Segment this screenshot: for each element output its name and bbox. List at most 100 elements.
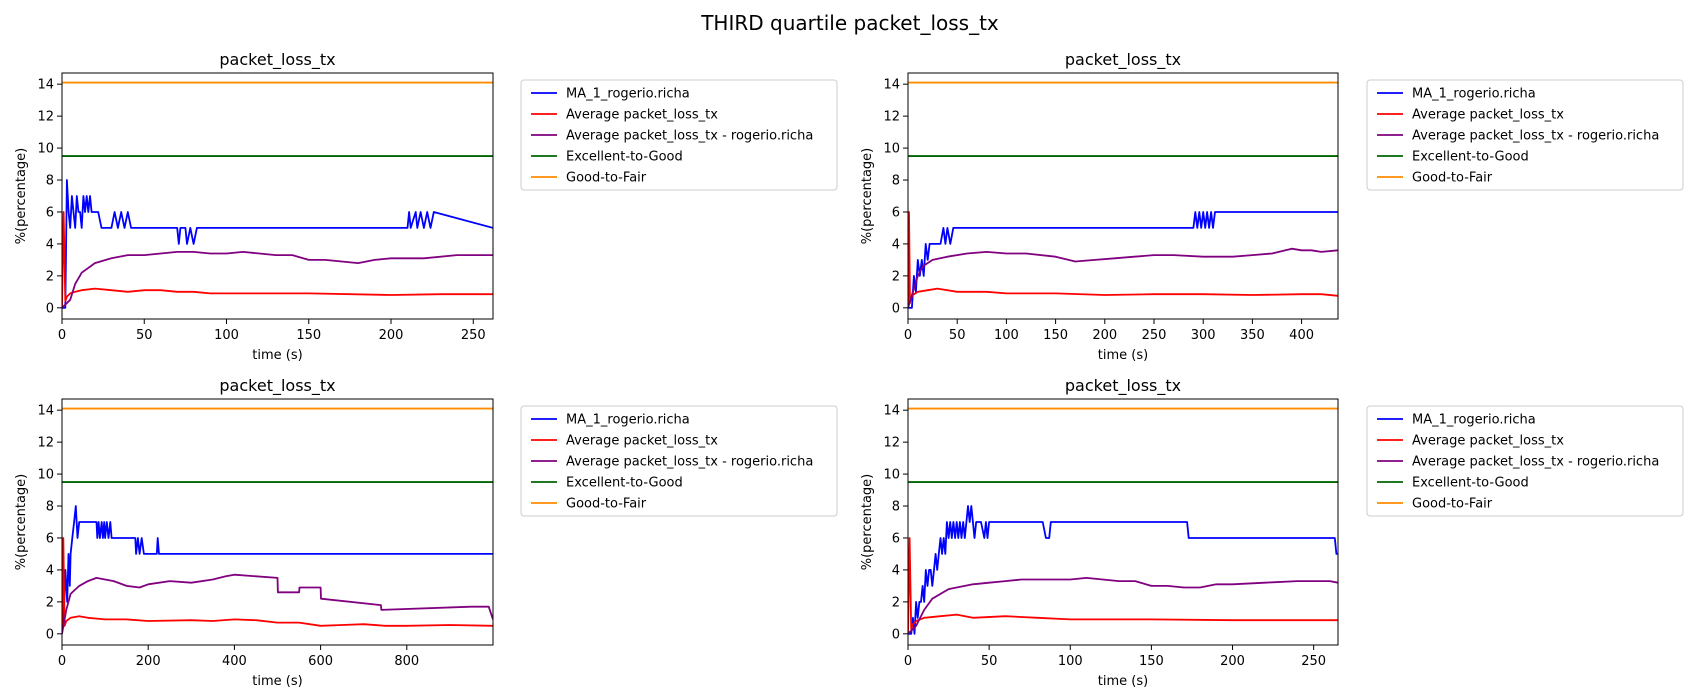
x-tick-label: 0 [58,328,66,343]
subplot-1: packet_loss_tx 0 50 100 150 200 250 0 2 4 6 8 10 12 14… [14,50,838,363]
x-tick-label: 200 [1220,654,1245,669]
subplot-4: packet_loss_tx 0 50 100 150 200 250 0 2 4 6 8 10 12 14… [860,376,1684,689]
x-axis-label: time (s) [252,674,302,689]
y-axis-label: %(percentage) [14,474,29,571]
series-line-3 [908,577,1338,635]
subplot-2: packet_loss_tx 0 50 100 150 200 250 300 350 400 0 2… [860,50,1684,363]
y-tick-label: 4 [892,563,900,578]
y-tick-label: 6 [46,531,54,546]
axes-frame [907,72,1339,320]
legend-entry: MA_1_rogerio.richa [566,87,690,102]
legend-entry: Excellent-to-Good [1412,150,1529,165]
legend: MA_1_rogerio.richa Average packet_loss_tx… [520,405,838,517]
subplot-title: packet_loss_tx [219,376,335,396]
x-tick-label: 50 [949,328,966,343]
legend-box [520,79,838,191]
legend-entry: Good-to-Fair [566,497,647,512]
x-tick-label: 150 [296,328,321,343]
y-tick-label: 14 [37,404,54,419]
x-tick-label: 250 [1301,654,1326,669]
x-tick-label: 50 [136,328,153,343]
x-tick-label: 100 [214,328,239,343]
legend-entry: Excellent-to-Good [566,476,683,491]
legend-entry: Excellent-to-Good [566,150,683,165]
y-axis-label: %(percentage) [860,474,875,571]
legend-entry: Good-to-Fair [1412,497,1493,512]
x-axis-label: time (s) [1098,674,1148,689]
y-tick-label: 8 [892,174,900,189]
x-tick-label: 100 [1058,654,1083,669]
legend-entry: Average packet_loss_tx [1412,434,1564,449]
y-tick-label: 10 [37,142,54,157]
y-tick-label: 8 [46,174,54,189]
y-tick-label: 12 [883,110,900,125]
x-tick-label: 250 [1142,328,1167,343]
legend: MA_1_rogerio.richa Average packet_loss_tx… [1366,79,1684,191]
legend-entry: Average packet_loss_tx - rogerio.richa [566,129,813,144]
x-tick-label: 400 [222,654,247,669]
legend-entry: Good-to-Fair [1412,171,1493,186]
subplot-title: packet_loss_tx [219,50,335,70]
subplot-3: packet_loss_tx 0 200 400 600 800 0 2 4 6 8 10 12 14 ti… [14,376,838,689]
x-axis-label: time (s) [1098,348,1148,363]
y-tick-label: 0 [892,627,900,642]
series-line-2 [908,211,1338,308]
y-tick-label: 6 [46,205,54,220]
y-tick-label: 14 [883,78,900,93]
plot-area [62,407,493,634]
y-tick-label: 4 [892,237,900,252]
x-tick-label: 0 [904,328,912,343]
x-axis-label: time (s) [252,348,302,363]
y-tick-label: 10 [883,468,900,483]
series-line-1 [62,179,493,309]
subplot-title: packet_loss_tx [1065,376,1181,396]
y-tick-label: 2 [892,595,900,610]
figure-title: THIRD quartile packet_loss_tx [700,11,999,35]
x-tick-label: 150 [1043,328,1068,343]
y-tick-label: 12 [883,436,900,451]
x-tick-label: 600 [308,654,333,669]
series-line-1 [908,505,1338,635]
series-line-2 [908,537,1338,634]
y-tick-label: 6 [892,205,900,220]
legend-entry: MA_1_rogerio.richa [1412,87,1536,102]
y-tick-label: 2 [892,269,900,284]
legend-box [1366,79,1684,191]
y-tick-label: 12 [37,436,54,451]
axes-frame [61,72,494,320]
legend-entry: Average packet_loss_tx - rogerio.richa [566,455,813,470]
x-tick-label: 800 [394,654,419,669]
y-tick-label: 2 [46,269,54,284]
x-tick-label: 150 [1139,654,1164,669]
legend-entry: MA_1_rogerio.richa [1412,413,1536,428]
legend-box [1366,405,1684,517]
x-tick-label: 200 [1092,328,1117,343]
x-tick-label: 300 [1191,328,1216,343]
x-tick-label: 400 [1289,328,1314,343]
legend-entry: Average packet_loss_tx [566,434,718,449]
x-tick-label: 200 [379,328,404,343]
y-tick-label: 14 [883,404,900,419]
legend-entry: Average packet_loss_tx [1412,108,1564,123]
plot-area [908,81,1338,309]
y-axis-label: %(percentage) [14,148,29,245]
series-line-3 [62,573,493,634]
plot-area [62,81,493,309]
legend-entry: Good-to-Fair [566,171,647,186]
series-line-1 [908,211,1338,309]
y-tick-label: 4 [46,563,54,578]
y-axis-label: %(percentage) [860,148,875,245]
x-tick-label: 0 [58,654,66,669]
legend-entry: Average packet_loss_tx - rogerio.richa [1412,455,1659,470]
legend-entry: Excellent-to-Good [1412,476,1529,491]
legend-entry: Average packet_loss_tx [566,108,718,123]
y-tick-label: 12 [37,110,54,125]
y-tick-label: 10 [883,142,900,157]
y-tick-label: 8 [46,500,54,515]
y-tick-label: 4 [46,237,54,252]
subplot-title: packet_loss_tx [1065,50,1181,70]
series-line-3 [908,247,1338,309]
legend-entry: MA_1_rogerio.richa [566,413,690,428]
axes-frame [61,398,494,646]
